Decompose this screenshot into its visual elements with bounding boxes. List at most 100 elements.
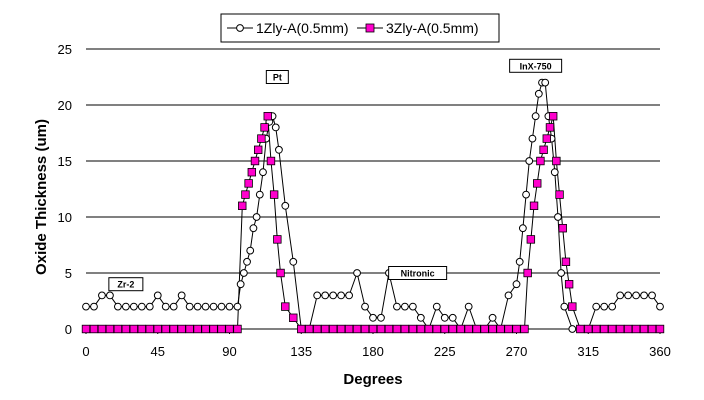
series-2-point — [440, 324, 449, 334]
series-2-point — [368, 324, 378, 334]
annotation-box — [265, 70, 289, 84]
series-2-point — [520, 324, 529, 334]
series-2-point — [344, 324, 354, 334]
series-2-point — [564, 279, 574, 289]
series-2-point — [558, 223, 567, 233]
series-2-point — [289, 313, 298, 322]
series-2-point — [233, 324, 242, 334]
y-tick-label: 20 — [58, 98, 72, 113]
series-2-point — [545, 123, 555, 132]
series-1-point — [252, 213, 261, 221]
series-2-point — [448, 324, 457, 334]
x-tick-label: 180 — [362, 344, 384, 359]
series-1-point — [329, 291, 338, 300]
series-2-point — [352, 324, 362, 334]
annotation-label: InX-750 — [520, 61, 552, 71]
series-2-point — [655, 324, 665, 334]
series-1-point — [632, 291, 640, 300]
series-1-point — [161, 302, 170, 311]
series-1-point — [121, 302, 130, 311]
series-2-point — [260, 123, 269, 132]
annotation-label: Zr-2 — [117, 280, 134, 290]
series-2-point — [305, 324, 314, 334]
series-1-point — [313, 291, 322, 300]
x-tick-label: 225 — [434, 344, 456, 359]
series-1-point — [113, 302, 122, 311]
series-2-point — [424, 324, 434, 334]
series-1-point — [504, 291, 513, 300]
series-1-point — [432, 302, 441, 311]
series-2-point — [113, 324, 123, 334]
series-1-point — [243, 257, 251, 266]
series-1-point — [145, 302, 154, 311]
series-2-point — [129, 324, 139, 334]
series-1-point — [289, 257, 298, 266]
series-2-point — [599, 324, 609, 334]
series-1-point — [90, 302, 98, 311]
y-tick-label: 0 — [65, 322, 72, 337]
series-1-point — [534, 89, 543, 98]
series-2-point — [384, 324, 394, 334]
series-2-point — [533, 179, 542, 188]
series-1-point — [275, 145, 283, 154]
series-2-point — [257, 134, 266, 143]
series-2-point — [480, 324, 489, 334]
annotation-label: Pt — [273, 73, 282, 83]
series-2-point — [137, 324, 147, 334]
series-1-point — [592, 302, 601, 311]
legend-marker-2 — [365, 23, 375, 33]
x-tick-label: 0 — [82, 344, 89, 359]
annotation-box — [509, 58, 563, 73]
series-1-point — [400, 302, 409, 311]
series-2-point — [209, 324, 218, 334]
series-1-point — [393, 302, 401, 311]
series-1-point — [129, 302, 138, 311]
series-1-point — [209, 302, 218, 311]
series-1-point — [225, 302, 234, 311]
series-1-point — [361, 302, 369, 311]
series-1-point — [249, 224, 258, 233]
series-1-point — [554, 213, 562, 221]
series-1-point — [345, 291, 353, 300]
series-2-point — [145, 324, 154, 334]
x-axis-title: Degrees — [343, 371, 402, 388]
series-2-point — [105, 324, 115, 334]
y-tick-label: 5 — [65, 266, 72, 281]
x-tick-label: 270 — [506, 344, 528, 359]
series-2-point — [161, 324, 170, 334]
series-2-point — [169, 324, 178, 334]
series-2-point — [542, 134, 551, 143]
series-2-point — [496, 324, 505, 334]
series-1-point — [106, 291, 114, 300]
series-1-point — [201, 302, 210, 311]
series-1-point — [153, 291, 162, 300]
gridlines — [86, 48, 660, 274]
series-1-point — [640, 291, 648, 300]
series-2-point — [328, 324, 338, 334]
series-1-point — [177, 291, 186, 300]
series-1-point — [271, 123, 280, 132]
series-2-point — [647, 324, 657, 334]
series-1-point — [515, 257, 524, 266]
series-2-point — [320, 324, 330, 334]
series-2-point — [266, 156, 276, 166]
series-2-point — [376, 324, 386, 334]
x-tick-label: 360 — [649, 344, 671, 359]
series-1-point — [337, 291, 346, 300]
series-2-point — [607, 324, 617, 334]
series-2-point — [408, 324, 418, 334]
series-2-point — [238, 201, 247, 210]
series-2-point — [464, 324, 473, 334]
series-2-point — [592, 324, 601, 334]
series-1-point — [656, 302, 664, 311]
series-1-point — [560, 302, 569, 311]
x-tick-label: 45 — [151, 344, 165, 359]
series-2-point — [561, 257, 571, 266]
series-1-point — [193, 302, 202, 311]
y-tick-label: 10 — [58, 210, 72, 225]
series-1-point — [259, 168, 267, 177]
series-2-point — [241, 190, 250, 199]
series-2-point — [488, 324, 497, 334]
series-2-point — [504, 324, 513, 334]
series-2-point — [247, 167, 257, 177]
